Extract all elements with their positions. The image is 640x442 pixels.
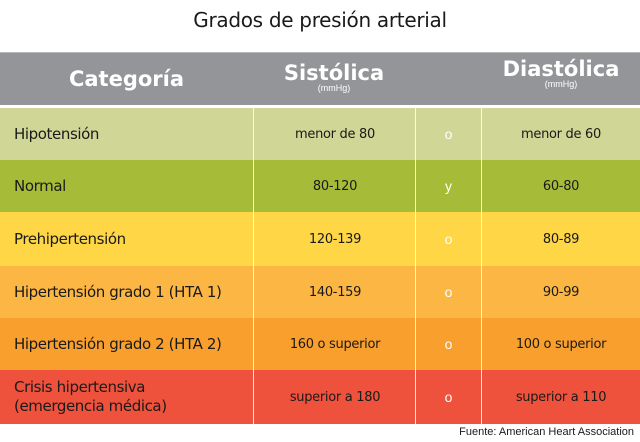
systolic-cell: 80-120 (253, 160, 416, 212)
table-row: Prehipertensión 120-139 o 80-89 (0, 212, 640, 266)
operator-cell: o (415, 108, 482, 160)
category-cell: Crisis hipertensiva (emergencia médica) (14, 378, 167, 415)
table-body: Hipotensión menor de 80 o menor de 60 No… (0, 108, 640, 424)
operator-cell: o (415, 370, 482, 424)
operator-cell: y (415, 160, 482, 212)
header-systolic: Sistólica (mmHg) (253, 53, 415, 113)
systolic-unit: (mmHg) (317, 83, 351, 93)
category-cell: Prehipertensión (14, 229, 126, 248)
category-cell: Hipertensión grado 1 (HTA 1) (14, 282, 222, 301)
systolic-cell: menor de 80 (253, 108, 416, 160)
header-category: Categoría (68, 67, 185, 91)
diastolic-cell: 60-80 (542, 178, 580, 194)
table-header: Categoría Sistólica (mmHg) Diastólica (m… (0, 52, 640, 105)
diastolic-unit: (mmHg) (544, 79, 578, 89)
table-row: Hipotensión menor de 80 o menor de 60 (0, 108, 640, 160)
operator-cell: o (415, 318, 482, 370)
systolic-cell: 120-139 (253, 212, 416, 266)
diastolic-cell: 90-99 (542, 284, 580, 300)
category-cell: Normal (14, 176, 66, 195)
diastolic-cell: superior a 110 (515, 389, 607, 405)
diastolic-cell: 80-89 (542, 231, 580, 247)
table-row: Crisis hipertensiva (emergencia médica) s… (0, 370, 640, 424)
page-title: Grados de presión arterial (193, 8, 447, 32)
header-diastolic: Diastólica (mmHg) (482, 53, 640, 109)
source-note: Fuente: American Heart Association (459, 426, 634, 438)
category-cell: Hipotensión (14, 124, 100, 143)
table-row: Hipertensión grado 2 (HTA 2) 160 o super… (0, 318, 640, 370)
diastolic-cell: 100 o superior (515, 336, 607, 352)
table-row: Normal 80-120 y 60-80 (0, 160, 640, 212)
category-cell: Hipertensión grado 2 (HTA 2) (14, 334, 222, 353)
systolic-cell: 160 o superior (253, 318, 416, 370)
diastolic-cell: menor de 60 (521, 126, 601, 142)
table-row: Hipertensión grado 1 (HTA 1) 140-159 o 9… (0, 266, 640, 318)
systolic-cell: superior a 180 (253, 370, 416, 424)
operator-cell: o (415, 266, 482, 318)
systolic-cell: 140-159 (253, 266, 416, 318)
operator-cell: o (415, 212, 482, 266)
